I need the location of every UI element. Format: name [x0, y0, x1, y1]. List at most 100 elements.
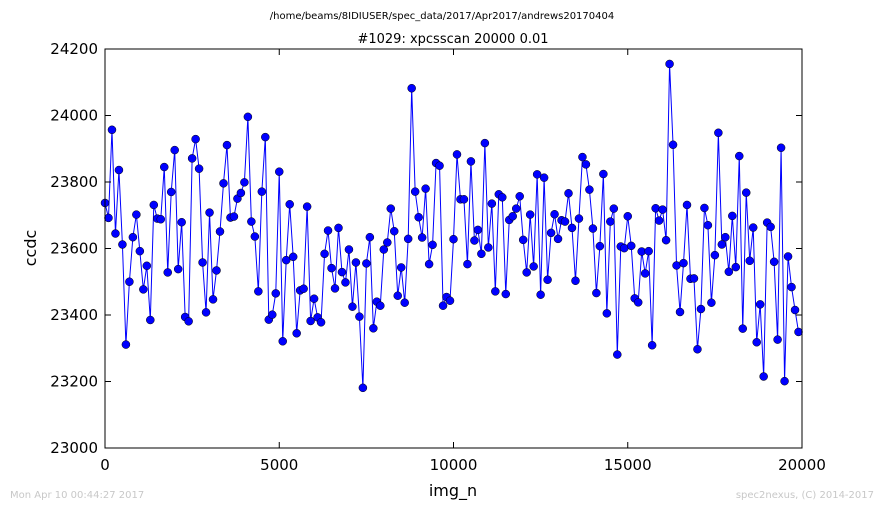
data-point: [724, 267, 734, 277]
data-point: [355, 312, 364, 321]
data-point: [787, 282, 796, 292]
data-point: [592, 288, 601, 298]
plot-area: [100, 59, 803, 393]
data-point: [522, 268, 531, 277]
data-point: [407, 83, 416, 93]
y-tick-label: 23000: [50, 439, 98, 457]
data-point: [146, 315, 155, 325]
x-tick-label: 20000: [778, 456, 826, 474]
data-point: [205, 208, 214, 217]
data-point: [191, 134, 200, 144]
y-tick-label: 23800: [50, 173, 98, 191]
y-tick-label: 23600: [50, 240, 98, 258]
data-point: [560, 217, 570, 226]
data-point: [362, 259, 371, 268]
data-point: [438, 301, 448, 310]
data-point: [170, 145, 179, 155]
data-point: [783, 252, 793, 261]
data-point: [511, 204, 521, 213]
data-point: [445, 296, 455, 305]
data-point: [240, 178, 249, 187]
x-tick-label: 15000: [604, 456, 652, 474]
data-point: [574, 214, 584, 223]
data-point: [149, 200, 159, 210]
data-point: [529, 262, 538, 271]
data-point: [595, 241, 605, 251]
data-point: [386, 204, 396, 213]
data-point: [285, 200, 294, 209]
data-point: [585, 185, 594, 194]
data-point: [229, 212, 239, 221]
data-point: [111, 229, 120, 238]
data-point: [118, 240, 127, 249]
data-point: [689, 274, 699, 283]
data-point: [759, 372, 768, 381]
y-tick-label: 23200: [50, 373, 98, 391]
data-point: [567, 223, 577, 233]
y-tick-label: 24200: [50, 40, 98, 58]
data-point: [135, 246, 145, 256]
data-point: [316, 318, 326, 327]
data-point: [393, 291, 402, 300]
data-point: [633, 298, 643, 307]
data-point: [665, 59, 674, 69]
data-point: [341, 278, 350, 287]
data-point: [470, 236, 479, 245]
data-point: [661, 235, 671, 245]
data-point: [518, 235, 528, 245]
data-point: [173, 264, 183, 274]
data-point: [651, 204, 660, 213]
data-point: [491, 287, 500, 296]
data-point: [696, 304, 706, 314]
data-point: [748, 223, 758, 232]
data-point: [613, 350, 622, 359]
data-point: [254, 287, 263, 296]
data-point: [351, 258, 361, 267]
series-line: [104, 63, 800, 388]
data-point: [132, 210, 141, 219]
data-point: [403, 234, 413, 244]
data-point: [525, 210, 535, 219]
data-point: [323, 226, 333, 235]
data-point: [741, 188, 751, 197]
data-point: [609, 204, 619, 213]
data-point: [606, 217, 615, 226]
footer-credit: spec2nexus, (C) 2014-2017: [736, 490, 874, 501]
data-point: [626, 241, 636, 251]
data-point: [236, 188, 246, 198]
data-point: [306, 316, 315, 326]
x-tick-label: 5000: [260, 456, 298, 474]
data-point: [365, 232, 375, 242]
data-point: [515, 192, 524, 201]
data-point: [668, 140, 678, 150]
y-tick-label: 24000: [50, 107, 98, 125]
data-point: [487, 199, 497, 208]
data-point: [348, 302, 357, 311]
data-point: [334, 223, 343, 233]
data-point: [428, 240, 437, 250]
data-point: [498, 193, 507, 202]
data-point: [390, 226, 399, 236]
data-point: [369, 324, 378, 333]
data-point: [721, 232, 730, 242]
data-point: [550, 210, 559, 219]
data-point: [752, 338, 761, 347]
data-point: [139, 285, 148, 294]
x-tick-label: 10000: [430, 456, 478, 474]
data-point: [163, 268, 172, 277]
data-point: [222, 140, 232, 150]
data-point: [376, 301, 385, 310]
data-point: [160, 162, 169, 172]
data-point: [383, 238, 392, 247]
data-point: [104, 213, 113, 223]
data-point: [257, 187, 267, 196]
data-point: [714, 128, 723, 138]
data-point: [707, 298, 716, 307]
data-point: [452, 150, 462, 159]
data-point: [410, 187, 420, 196]
data-point: [564, 189, 573, 198]
data-point: [693, 345, 702, 354]
data-point: [769, 257, 779, 267]
data-point: [275, 167, 284, 176]
data-point: [125, 277, 134, 286]
